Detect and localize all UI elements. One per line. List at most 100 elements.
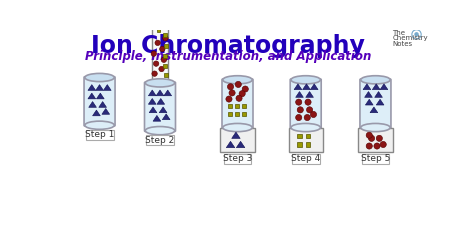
FancyBboxPatch shape — [146, 135, 174, 145]
Polygon shape — [89, 102, 96, 107]
Ellipse shape — [85, 121, 114, 129]
Circle shape — [236, 95, 242, 101]
Circle shape — [297, 107, 303, 113]
Polygon shape — [232, 132, 240, 138]
Polygon shape — [92, 110, 100, 116]
Ellipse shape — [291, 76, 320, 84]
FancyBboxPatch shape — [362, 154, 390, 164]
Circle shape — [366, 132, 373, 138]
Text: The: The — [392, 30, 405, 36]
Circle shape — [415, 33, 418, 36]
Circle shape — [376, 135, 383, 141]
Text: Notes: Notes — [392, 40, 413, 47]
Text: Chemistry: Chemistry — [392, 35, 428, 41]
Polygon shape — [294, 84, 302, 90]
Ellipse shape — [223, 76, 252, 84]
Circle shape — [228, 84, 234, 90]
Circle shape — [226, 96, 232, 102]
FancyBboxPatch shape — [306, 134, 310, 138]
Circle shape — [161, 57, 166, 62]
Ellipse shape — [145, 126, 175, 135]
Bar — [289, 127, 323, 152]
Circle shape — [229, 90, 235, 96]
Polygon shape — [365, 92, 373, 97]
Circle shape — [296, 99, 302, 105]
Polygon shape — [373, 84, 380, 90]
FancyBboxPatch shape — [164, 73, 168, 77]
Text: Step 1: Step 1 — [85, 130, 114, 139]
FancyBboxPatch shape — [297, 134, 301, 138]
Polygon shape — [96, 85, 103, 91]
Circle shape — [155, 40, 160, 46]
FancyBboxPatch shape — [224, 154, 251, 164]
Circle shape — [310, 111, 317, 118]
FancyBboxPatch shape — [235, 112, 239, 116]
Circle shape — [296, 115, 302, 121]
FancyBboxPatch shape — [235, 104, 239, 108]
Polygon shape — [164, 90, 172, 96]
FancyBboxPatch shape — [306, 142, 310, 147]
Circle shape — [366, 143, 373, 149]
Circle shape — [374, 143, 380, 149]
Polygon shape — [99, 102, 107, 107]
Text: Step 4: Step 4 — [291, 154, 320, 163]
Polygon shape — [226, 141, 235, 148]
Circle shape — [154, 61, 159, 66]
Text: Step 3: Step 3 — [223, 154, 252, 163]
Polygon shape — [103, 85, 111, 91]
Polygon shape — [88, 85, 96, 91]
Ellipse shape — [145, 79, 175, 87]
FancyBboxPatch shape — [222, 79, 253, 128]
FancyBboxPatch shape — [164, 64, 167, 68]
Polygon shape — [365, 99, 373, 105]
FancyBboxPatch shape — [164, 44, 168, 48]
FancyBboxPatch shape — [360, 79, 391, 128]
Ellipse shape — [223, 124, 252, 132]
Polygon shape — [159, 107, 167, 113]
Polygon shape — [237, 141, 245, 148]
Polygon shape — [376, 99, 384, 105]
FancyBboxPatch shape — [297, 142, 301, 147]
Polygon shape — [96, 93, 104, 99]
Polygon shape — [162, 114, 170, 120]
Polygon shape — [310, 84, 318, 90]
Circle shape — [152, 71, 157, 76]
Bar — [220, 127, 255, 152]
Ellipse shape — [85, 73, 114, 82]
Circle shape — [239, 91, 245, 97]
FancyBboxPatch shape — [163, 54, 166, 58]
Ellipse shape — [291, 124, 320, 132]
FancyBboxPatch shape — [164, 33, 167, 37]
Polygon shape — [148, 98, 156, 104]
Circle shape — [163, 35, 168, 41]
Circle shape — [305, 99, 311, 105]
Polygon shape — [296, 92, 303, 97]
FancyBboxPatch shape — [145, 82, 175, 131]
Text: Ion Chromatography: Ion Chromatography — [91, 34, 365, 58]
Circle shape — [235, 81, 241, 88]
Polygon shape — [88, 93, 96, 99]
Polygon shape — [363, 84, 371, 90]
Text: Step 5: Step 5 — [361, 154, 390, 163]
FancyBboxPatch shape — [228, 112, 232, 116]
Polygon shape — [153, 115, 161, 121]
FancyBboxPatch shape — [86, 130, 113, 140]
FancyBboxPatch shape — [242, 112, 246, 116]
FancyBboxPatch shape — [156, 29, 160, 32]
Polygon shape — [156, 90, 164, 96]
Polygon shape — [149, 107, 157, 113]
Polygon shape — [306, 92, 313, 97]
Circle shape — [151, 51, 156, 56]
Circle shape — [159, 66, 164, 72]
Polygon shape — [148, 90, 156, 96]
Ellipse shape — [361, 124, 390, 132]
FancyBboxPatch shape — [242, 104, 246, 108]
Bar — [358, 127, 392, 152]
Polygon shape — [380, 84, 388, 90]
Circle shape — [242, 86, 248, 92]
Polygon shape — [302, 84, 310, 90]
Circle shape — [368, 135, 374, 141]
Circle shape — [307, 107, 313, 113]
Polygon shape — [374, 92, 383, 97]
Polygon shape — [370, 107, 378, 113]
